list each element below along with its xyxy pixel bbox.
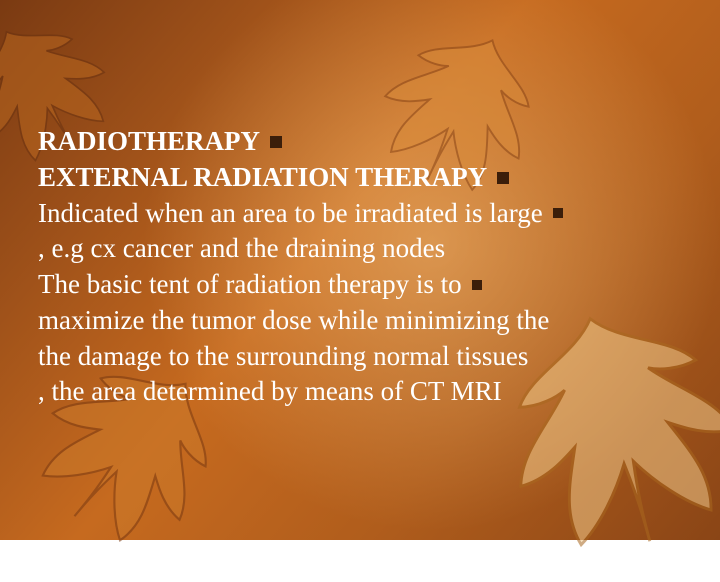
body-text-5: The basic tent of radiation therapy is t… (38, 268, 462, 302)
body-text-4: , e.g cx cancer and the draining nodes (38, 232, 445, 266)
body-text-3: Indicated when an area to be irradiated … (38, 197, 543, 231)
body-line-5: The basic tent of radiation therapy is t… (38, 268, 686, 302)
heading-text-1: RADIOTHERAPY (38, 125, 260, 159)
body-line-4: , e.g cx cancer and the draining nodes (38, 232, 686, 266)
body-line-8: , the area determined by means of CT MRI (38, 375, 686, 409)
slide-content: RADIOTHERAPY EXTERNAL RADIATION THERAPY … (38, 125, 686, 411)
bullet-icon (497, 172, 509, 184)
bullet-icon (553, 208, 563, 218)
bullet-icon (270, 136, 282, 148)
body-line-7: the damage to the surrounding normal tis… (38, 340, 686, 374)
body-line-6: maximize the tumor dose while minimizing… (38, 304, 686, 338)
body-text-8: , the area determined by means of CT MRI (38, 375, 502, 409)
body-line-3: Indicated when an area to be irradiated … (38, 197, 686, 231)
heading-line-2: EXTERNAL RADIATION THERAPY (38, 161, 686, 195)
body-text-6: maximize the tumor dose while minimizing… (38, 304, 549, 338)
heading-line-1: RADIOTHERAPY (38, 125, 686, 159)
bullet-icon (472, 280, 482, 290)
heading-text-2: EXTERNAL RADIATION THERAPY (38, 161, 487, 195)
body-text-7: the damage to the surrounding normal tis… (38, 340, 528, 374)
